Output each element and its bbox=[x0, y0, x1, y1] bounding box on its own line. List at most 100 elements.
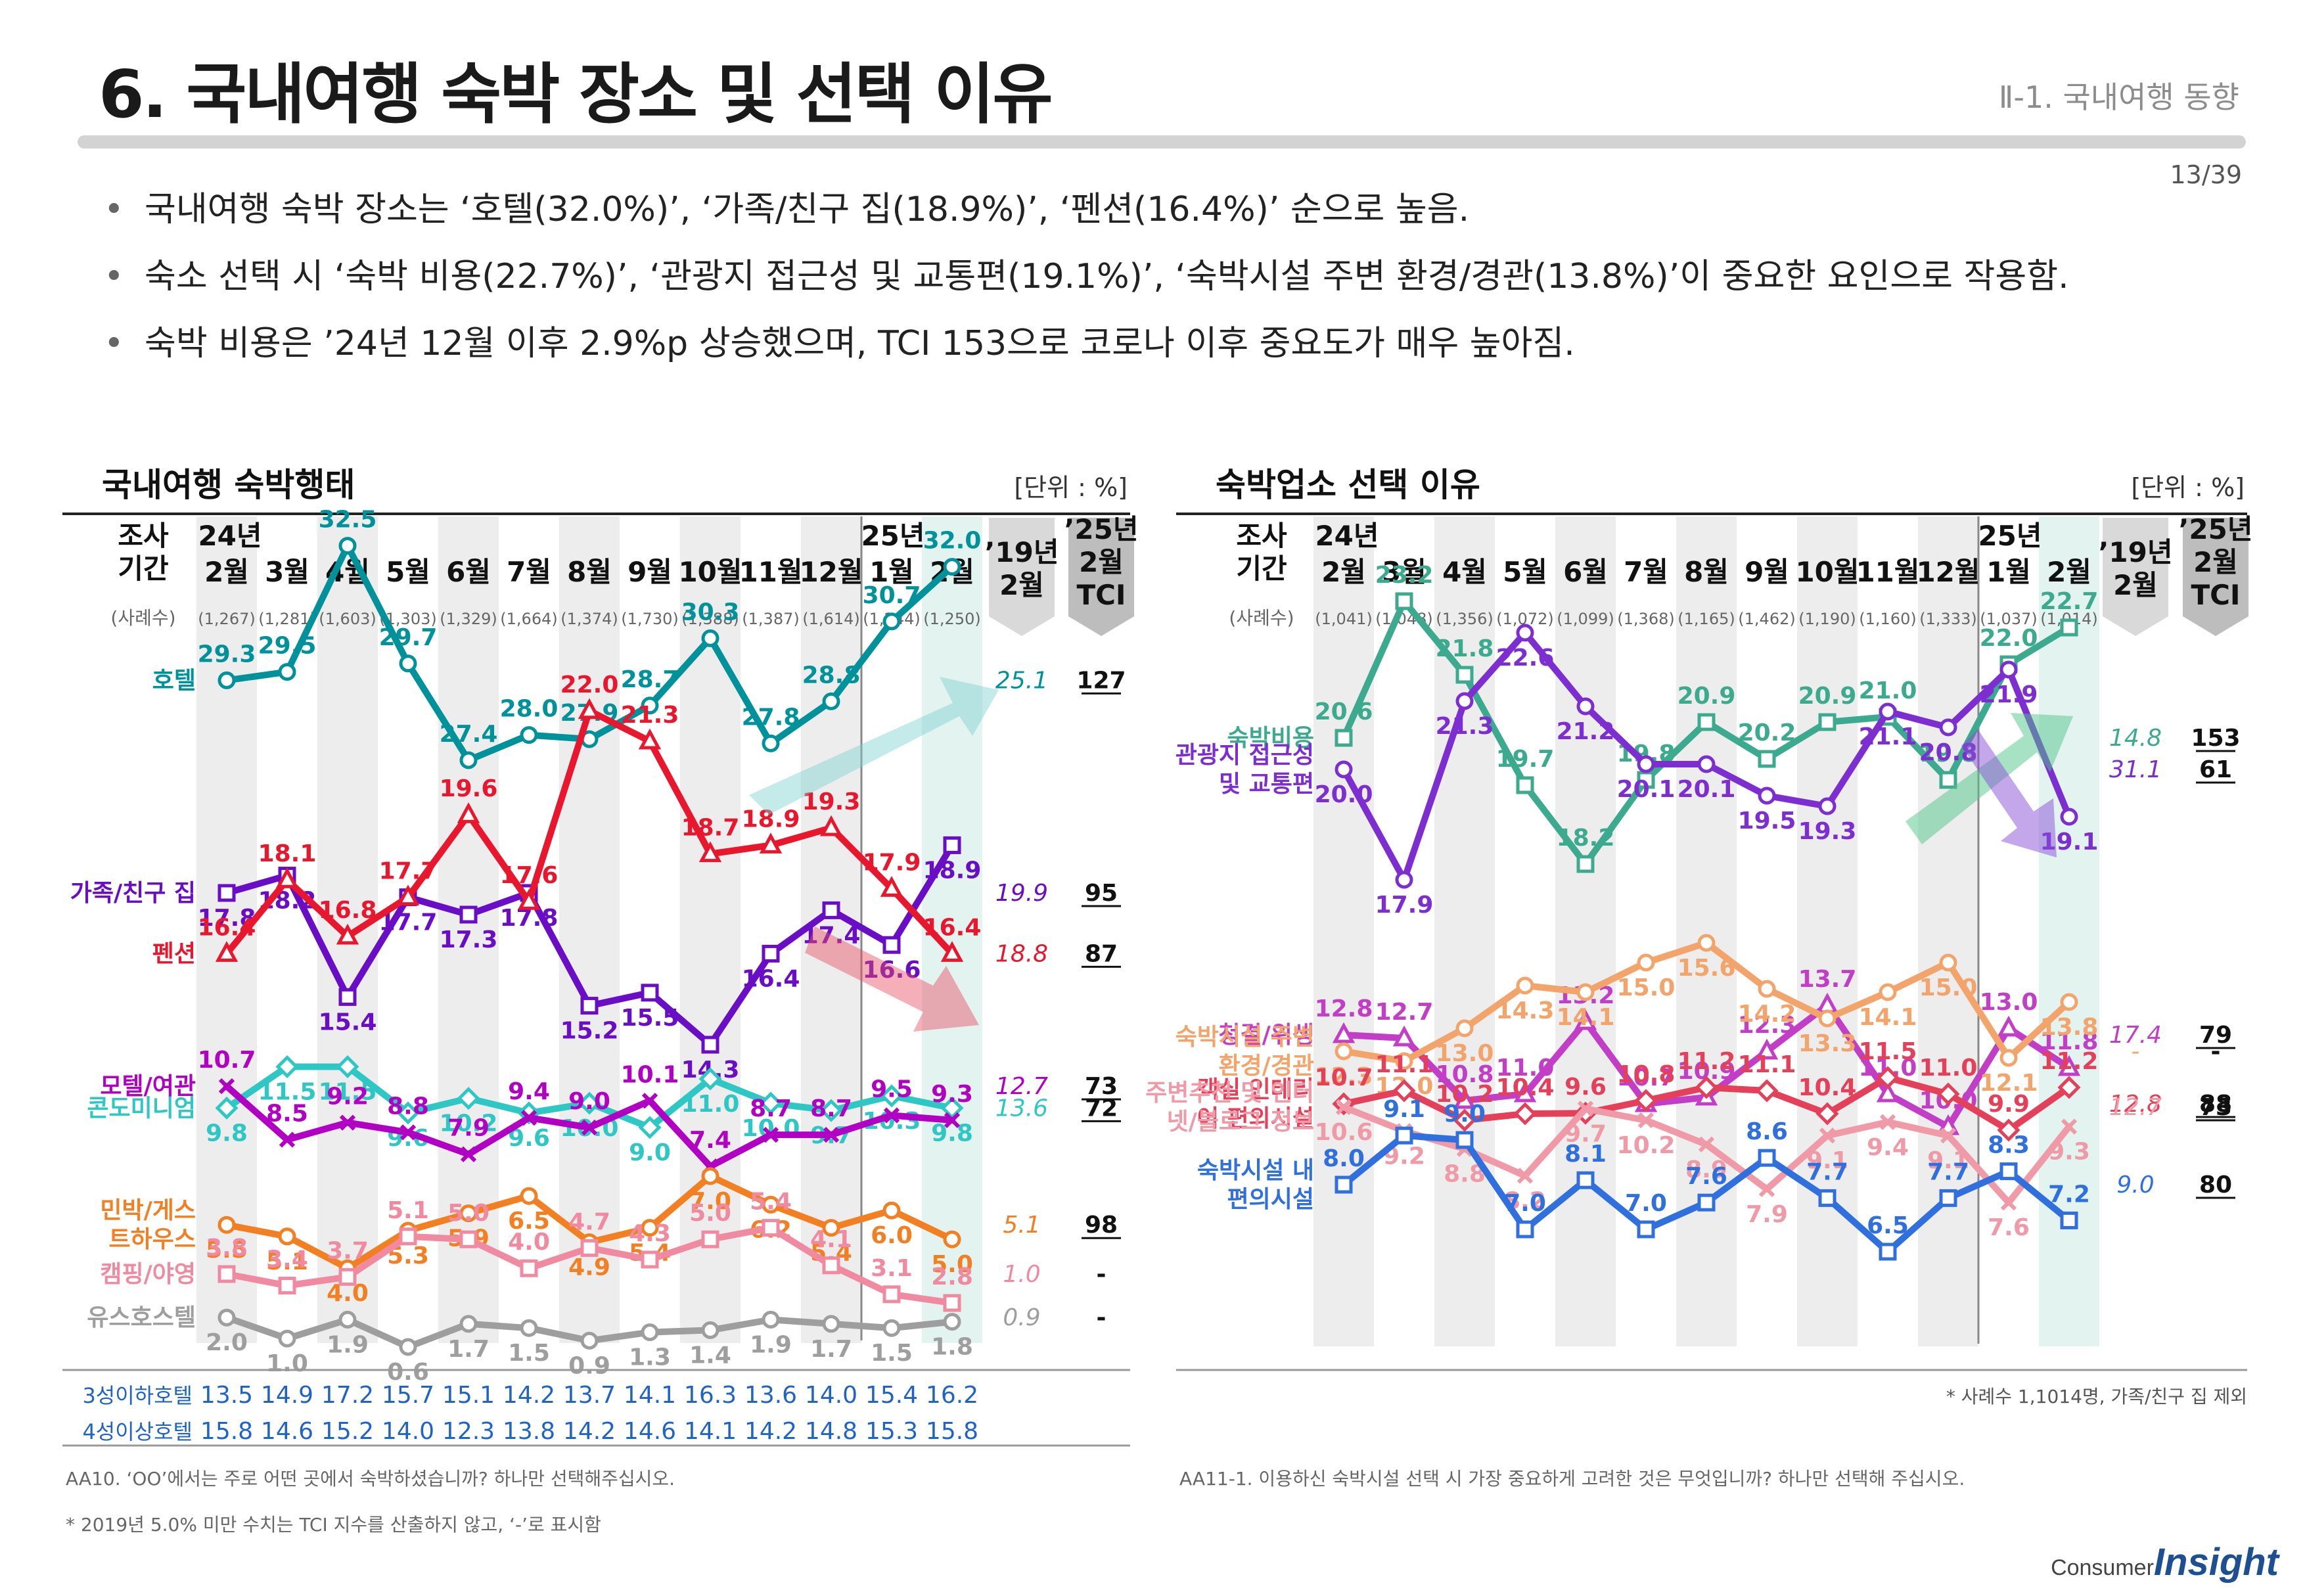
data-label: 3.4 bbox=[266, 1246, 308, 1273]
data-label: 6.5 bbox=[508, 1208, 550, 1235]
table-cell: 14.2 bbox=[744, 1418, 797, 1445]
data-point bbox=[336, 1055, 359, 1079]
data-point bbox=[1818, 1009, 1837, 1028]
data-point bbox=[1939, 1189, 1957, 1207]
data-label: 19.5 bbox=[1738, 808, 1796, 834]
data-label: 11.0 bbox=[1919, 1055, 1978, 1082]
table-row-label: 3성이하호텔 bbox=[82, 1383, 193, 1408]
data-point bbox=[217, 671, 236, 689]
data-point bbox=[278, 1277, 296, 1295]
data-point bbox=[762, 734, 780, 752]
data-point bbox=[336, 923, 359, 945]
table-cell: 14.6 bbox=[624, 1418, 676, 1445]
month-label: 10월 bbox=[678, 556, 742, 588]
y19-value: 0.9 bbox=[1003, 1304, 1040, 1331]
data-label: 27.8 bbox=[742, 704, 800, 731]
data-label: 9.0 bbox=[629, 1139, 671, 1166]
data-label: 4.0 bbox=[508, 1229, 550, 1256]
month-label: 11월 bbox=[739, 556, 802, 588]
data-label: 15.4 bbox=[319, 1009, 377, 1036]
tci-header-text: ’25년 bbox=[2178, 513, 2252, 545]
data-label: 30.7 bbox=[863, 582, 921, 609]
data-point bbox=[578, 698, 601, 719]
sample-count: (1,462) bbox=[1738, 610, 1795, 628]
data-label: 6.5 bbox=[1867, 1212, 1909, 1239]
sample-count: (1,603) bbox=[319, 610, 376, 628]
sample-count: (1,664) bbox=[500, 610, 557, 628]
data-label: 19.7 bbox=[1496, 746, 1555, 773]
data-point bbox=[396, 1101, 420, 1125]
data-label: 13.0 bbox=[1436, 1040, 1494, 1067]
data-point bbox=[278, 1227, 296, 1246]
data-point bbox=[1698, 1136, 1715, 1152]
data-label: 28.8 bbox=[802, 662, 861, 689]
data-label: 16.8 bbox=[319, 897, 377, 924]
data-label: 29.7 bbox=[379, 624, 438, 651]
data-point bbox=[2000, 1195, 2017, 1211]
chart-1: 국내여행 숙박행태 [단위 : %]’19년2월’25년2월TCI조사기간(사례수… bbox=[62, 466, 1139, 1536]
data-label: 5.0 bbox=[689, 1200, 731, 1227]
data-label: 17.7 bbox=[379, 858, 438, 885]
data-point bbox=[882, 1201, 901, 1220]
data-label: 5.4 bbox=[750, 1189, 792, 1216]
sample-count: (1,041) bbox=[1315, 610, 1372, 628]
sample-count: (1,356) bbox=[1436, 610, 1493, 628]
data-label: 15.0 bbox=[1919, 974, 1978, 1001]
month-shade bbox=[1797, 516, 1858, 1346]
data-point bbox=[1392, 1025, 1416, 1047]
data-point bbox=[2061, 1118, 2078, 1135]
data-label: 27.4 bbox=[440, 721, 498, 748]
data-label: 9.1 bbox=[1383, 1096, 1425, 1123]
data-label: 7.9 bbox=[1746, 1201, 1788, 1228]
data-point bbox=[822, 901, 840, 919]
data-point bbox=[217, 1216, 236, 1234]
unit-label: [단위 : %] bbox=[1014, 473, 1128, 502]
data-label: 9.7 bbox=[1564, 1120, 1607, 1147]
footnote: AA10. ‘OO’에서는 주로 어떤 곳에서 숙박하셨습니까? 하나만 선택해… bbox=[66, 1468, 675, 1490]
data-label: 4.1 bbox=[810, 1226, 852, 1253]
year-label: 24년 bbox=[1315, 520, 1379, 552]
data-label: 11.1 bbox=[1738, 1051, 1796, 1078]
data-label: 3.8 bbox=[206, 1235, 248, 1262]
data-point bbox=[1576, 855, 1595, 873]
data-point bbox=[944, 1112, 961, 1129]
data-label: 18.1 bbox=[258, 840, 317, 867]
month-shade bbox=[680, 516, 741, 1343]
data-label: 12.8 bbox=[1315, 995, 1373, 1022]
data-point bbox=[279, 1131, 296, 1148]
month-shade bbox=[559, 516, 620, 1343]
data-point bbox=[1876, 1066, 1900, 1089]
title-divider bbox=[78, 135, 2246, 148]
data-label: 8.0 bbox=[1323, 1145, 1365, 1172]
data-point bbox=[338, 537, 357, 555]
data-label: 9.4 bbox=[1867, 1134, 1909, 1161]
data-point bbox=[1576, 983, 1595, 1001]
data-point bbox=[459, 905, 478, 924]
year-label: 25년 bbox=[861, 520, 924, 552]
month-shade bbox=[1313, 516, 1374, 1346]
data-label: 14.1 bbox=[1557, 1004, 1615, 1031]
data-label: 17.6 bbox=[500, 862, 559, 889]
data-label: 9.0 bbox=[568, 1088, 610, 1115]
series-1: 20.623.221.819.718.219.820.920.220.9 21.0… bbox=[1227, 562, 2241, 873]
data-point bbox=[1755, 1079, 1779, 1103]
month-label: 12월 bbox=[799, 556, 863, 588]
series-name: 숙박비용 bbox=[1227, 725, 1314, 752]
data-point bbox=[218, 1078, 235, 1095]
series-name: 유스호스텔 bbox=[87, 1304, 196, 1331]
data-point bbox=[1879, 983, 1897, 1001]
series-name: 숙박시설 주변 bbox=[1175, 1024, 1314, 1051]
data-label: 8.9 bbox=[1685, 1156, 1727, 1183]
data-point bbox=[396, 884, 420, 906]
data-label: 1.7 bbox=[447, 1336, 490, 1363]
table-cell: 15.7 bbox=[382, 1382, 434, 1409]
page-title: 6. 국내여행 숙박 장소 및 선택 이유 bbox=[99, 56, 1053, 133]
y19-header-tab bbox=[989, 518, 1055, 636]
data-point bbox=[520, 1187, 538, 1205]
chart-title: 국내여행 숙박행태 bbox=[102, 466, 355, 504]
data-label: 1.8 bbox=[931, 1334, 973, 1361]
data-label: 7.7 bbox=[1806, 1158, 1848, 1185]
month-shade bbox=[1918, 516, 1978, 1346]
data-label: 2.8 bbox=[931, 1264, 973, 1290]
data-point bbox=[880, 876, 903, 897]
